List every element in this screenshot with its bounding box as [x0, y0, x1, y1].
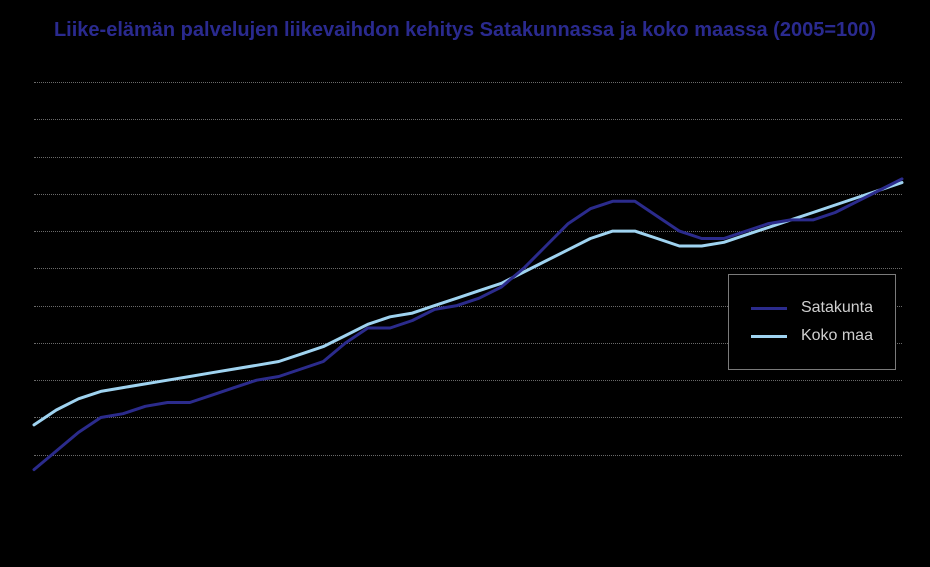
legend-label: Satakunta	[801, 299, 873, 317]
legend-item: Koko maa	[751, 327, 873, 345]
legend: Satakunta Koko maa	[728, 274, 896, 370]
legend-swatch	[751, 307, 787, 310]
legend-item: Satakunta	[751, 299, 873, 317]
chart-title: Liike-elämän palvelujen liikevaihdon keh…	[0, 18, 930, 43]
legend-swatch	[751, 335, 787, 338]
line-chart: Liike-elämän palvelujen liikevaihdon keh…	[0, 0, 930, 567]
legend-label: Koko maa	[801, 327, 873, 345]
